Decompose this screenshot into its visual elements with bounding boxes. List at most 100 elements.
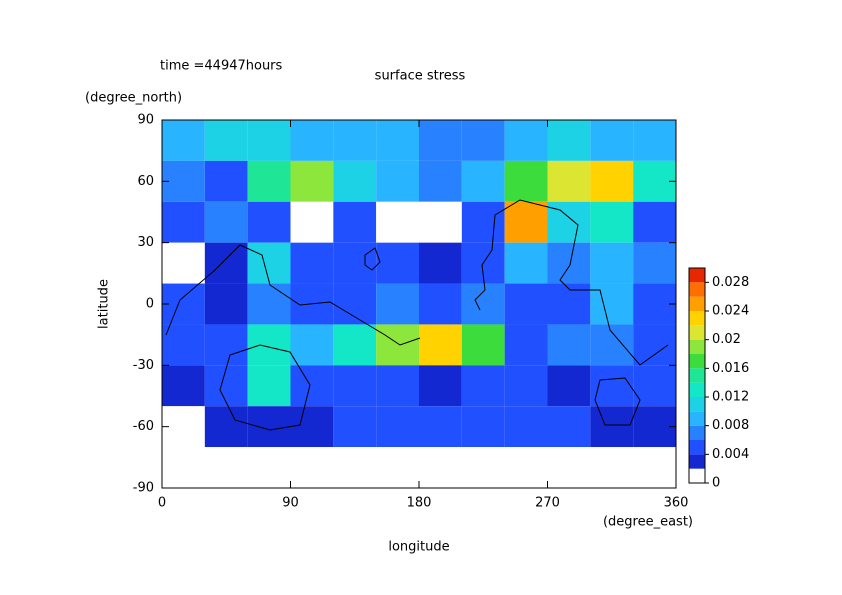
field-cell bbox=[204, 120, 248, 161]
field-cell bbox=[376, 201, 419, 243]
field-cell bbox=[633, 365, 676, 407]
x-tick-label: 0 bbox=[158, 496, 166, 511]
field-cell bbox=[162, 324, 205, 366]
colorbar-bin bbox=[689, 368, 705, 383]
colorbar-tick-label: 0.028 bbox=[712, 275, 749, 290]
colorbar-bin bbox=[689, 468, 705, 483]
field bbox=[162, 120, 676, 488]
field-cell bbox=[204, 160, 248, 202]
field-cell bbox=[590, 365, 634, 407]
colorbar-bin bbox=[689, 325, 705, 340]
y-tick-label: -60 bbox=[133, 419, 154, 434]
field-cell bbox=[504, 201, 548, 243]
colorbar-tick-label: 0.012 bbox=[712, 390, 749, 405]
colorbar-bin bbox=[689, 440, 705, 455]
field-cell bbox=[419, 447, 462, 488]
field-cell bbox=[376, 120, 419, 161]
colorbar-bin bbox=[689, 382, 705, 397]
field-cell bbox=[290, 242, 334, 284]
field-cell bbox=[419, 120, 462, 161]
y-tick-label: 0 bbox=[146, 297, 154, 312]
colorbar-bin bbox=[689, 311, 705, 326]
field-cell bbox=[590, 160, 634, 202]
field-cell bbox=[247, 201, 291, 243]
field-cell bbox=[633, 201, 676, 243]
field-cell bbox=[376, 242, 419, 284]
field-cell bbox=[419, 242, 462, 284]
field-cell bbox=[204, 201, 248, 243]
field-cell bbox=[633, 283, 676, 325]
field-cell bbox=[204, 283, 248, 325]
coastline bbox=[594, 377, 641, 426]
coastline bbox=[494, 199, 669, 366]
field-cell bbox=[461, 120, 505, 161]
field-cell bbox=[461, 160, 505, 202]
field-cell bbox=[504, 406, 548, 448]
field-cell bbox=[162, 242, 205, 284]
coastline bbox=[165, 244, 421, 346]
field-cell bbox=[204, 242, 248, 284]
field-cell bbox=[247, 365, 291, 407]
field-cell bbox=[504, 447, 548, 488]
colorbar-bin bbox=[689, 454, 705, 469]
field-cell bbox=[633, 120, 676, 161]
field-cell bbox=[547, 324, 591, 366]
field-cell bbox=[633, 406, 676, 448]
field-cell bbox=[419, 201, 462, 243]
field-cell bbox=[547, 160, 591, 202]
axes: 0 90 180 270 360 90 60 30 0 -30 -60 -90 0 0.004 0.008 0… bbox=[133, 113, 749, 511]
field-cell bbox=[590, 120, 634, 161]
field-cell bbox=[290, 201, 334, 243]
field-cell bbox=[376, 283, 419, 325]
field-cell bbox=[419, 283, 462, 325]
colorbar-tick-label: 0.024 bbox=[712, 304, 749, 319]
colorbar-tick-label: 0 bbox=[712, 476, 720, 491]
field-cell bbox=[247, 283, 291, 325]
field-cell bbox=[290, 365, 334, 407]
field-cell bbox=[376, 406, 419, 448]
colorbar-bin bbox=[689, 411, 705, 426]
field-cell bbox=[419, 365, 462, 407]
x-tick-label: 180 bbox=[407, 496, 432, 511]
field-cell bbox=[333, 242, 377, 284]
field-cell bbox=[162, 406, 205, 448]
field-cell bbox=[333, 447, 377, 488]
field-cell bbox=[461, 324, 505, 366]
field-cell bbox=[204, 447, 248, 488]
x-tick-label: 360 bbox=[664, 496, 689, 511]
field-cell bbox=[633, 160, 676, 202]
coastlines bbox=[165, 199, 669, 431]
colorbar-tick-label: 0.016 bbox=[712, 361, 749, 376]
field-cell bbox=[590, 242, 634, 284]
coastline bbox=[474, 214, 496, 311]
x-tick-label: 90 bbox=[282, 496, 299, 511]
field-cell bbox=[461, 201, 505, 243]
field-cell bbox=[504, 120, 548, 161]
field-cell bbox=[633, 242, 676, 284]
colorbar-frame bbox=[688, 267, 706, 484]
field-cell bbox=[633, 324, 676, 366]
field-cell bbox=[162, 201, 205, 243]
field-cell bbox=[461, 406, 505, 448]
field-cell bbox=[247, 447, 291, 488]
x-unit: (degree_east) bbox=[603, 515, 693, 530]
field-cell bbox=[376, 160, 419, 202]
y-tick-label: 60 bbox=[137, 174, 154, 189]
field-cell bbox=[162, 365, 205, 407]
field-cell bbox=[633, 447, 676, 488]
x-tick-label: 270 bbox=[535, 496, 560, 511]
field-cell bbox=[247, 324, 291, 366]
y-tick-label: 90 bbox=[137, 113, 154, 128]
coastline bbox=[364, 247, 381, 271]
field-cell bbox=[333, 120, 377, 161]
field-cell bbox=[376, 365, 419, 407]
y-unit: (degree_north) bbox=[85, 91, 182, 106]
chart-title: surface stress bbox=[375, 69, 466, 84]
field-cell bbox=[419, 406, 462, 448]
colorbar-bin bbox=[689, 397, 705, 412]
field-cell bbox=[162, 160, 205, 202]
colorbar-bin bbox=[689, 296, 705, 311]
colorbar-bin bbox=[689, 339, 705, 354]
colorbar-bin bbox=[689, 354, 705, 369]
